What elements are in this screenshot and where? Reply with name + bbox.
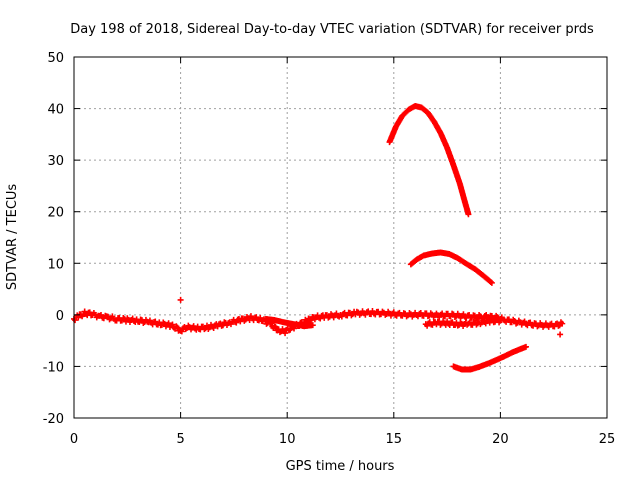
series-markers: [262, 315, 316, 330]
series-outliers: [177, 296, 564, 338]
axis-ticks: 0 5 10 15 20 25 -20 -10 0 10 20 30 40 50: [43, 51, 616, 447]
series-markers: [386, 102, 472, 218]
y-tick-label: 20: [47, 206, 64, 221]
series-negative-arc: [450, 343, 529, 373]
series-mid-arc: [407, 249, 495, 286]
y-tick-label: 40: [47, 103, 64, 118]
x-tick-label: 10: [279, 432, 296, 447]
x-tick-label: 20: [492, 432, 509, 447]
x-tick-label: 0: [70, 432, 78, 447]
y-tick-label: -20: [43, 412, 64, 427]
y-tick-label: 0: [56, 309, 64, 324]
x-tick-label: 5: [176, 432, 184, 447]
series-secondary-track: [262, 315, 316, 330]
series-high-arc: [386, 102, 472, 218]
chart-title: Day 198 of 2018, Sidereal Day-to-day VTE…: [70, 22, 594, 37]
x-tick-label: 15: [386, 432, 403, 447]
series-lower-near-zero-track: [422, 316, 504, 329]
y-tick-label: -10: [43, 360, 64, 375]
series-markers: [177, 296, 564, 338]
x-axis-label: GPS time / hours: [286, 459, 395, 474]
series-markers: [407, 249, 495, 286]
x-tick-label: 25: [599, 432, 616, 447]
y-tick-label: 10: [47, 257, 64, 272]
y-tick-label: 30: [47, 154, 64, 169]
y-axis-label: SDTVAR / TECUs: [5, 184, 20, 291]
plot-frame: [73, 56, 608, 419]
data-series: [71, 102, 566, 373]
series-markers: [450, 343, 529, 373]
y-tick-label: 50: [47, 51, 64, 66]
series-markers: [422, 316, 504, 329]
grid-lines: [74, 57, 607, 418]
